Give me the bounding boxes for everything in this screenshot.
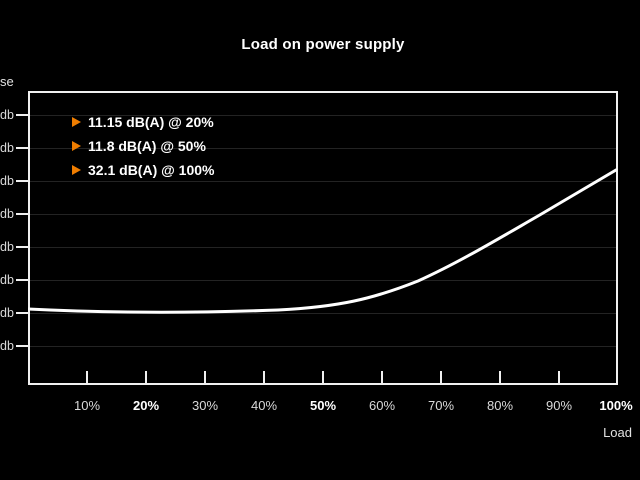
- x-tick-label-60: 60%: [368, 398, 396, 413]
- triangle-bullet-icon: [72, 141, 81, 151]
- x-tick-60: [381, 371, 383, 383]
- y-tick: [16, 147, 28, 149]
- gridline: [30, 214, 616, 215]
- gridline: [30, 280, 616, 281]
- y-tick: [16, 114, 28, 116]
- y-tick: [16, 312, 28, 314]
- x-tick-90: [558, 371, 560, 383]
- gridline: [30, 181, 616, 182]
- gridline: [30, 346, 616, 347]
- gridline: [30, 148, 616, 149]
- y-axis-title-cutoff: se: [0, 74, 14, 89]
- gridline: [30, 313, 616, 314]
- triangle-bullet-icon: [72, 165, 81, 175]
- x-tick-40: [263, 371, 265, 383]
- legend: 11.15 dB(A) @ 20% 11.8 dB(A) @ 50% 32.1 …: [72, 110, 214, 182]
- x-tick-30: [204, 371, 206, 383]
- legend-item: 11.8 dB(A) @ 50%: [72, 134, 214, 158]
- y-tick-label: db: [0, 174, 14, 188]
- y-tick-label: db: [0, 273, 14, 287]
- y-tick: [16, 246, 28, 248]
- gridline: [30, 115, 616, 116]
- y-tick: [16, 213, 28, 215]
- x-tick-label-80: 80%: [486, 398, 514, 413]
- y-tick-label: db: [0, 240, 14, 254]
- y-tick-label: db: [0, 207, 14, 221]
- x-tick-70: [440, 371, 442, 383]
- triangle-bullet-icon: [72, 117, 81, 127]
- y-tick: [16, 345, 28, 347]
- y-tick: [16, 279, 28, 281]
- x-tick-20: [145, 371, 147, 383]
- x-tick-label-30: 30%: [191, 398, 219, 413]
- legend-item: 11.15 dB(A) @ 20%: [72, 110, 214, 134]
- x-tick-label-90: 90%: [545, 398, 573, 413]
- y-tick-label: db: [0, 306, 14, 320]
- legend-item-label: 32.1 dB(A) @ 100%: [88, 162, 215, 178]
- y-tick-label: db: [0, 108, 14, 122]
- legend-item-label: 11.8 dB(A) @ 50%: [88, 138, 206, 154]
- legend-item-label: 11.15 dB(A) @ 20%: [88, 114, 214, 130]
- noise-curve: [28, 168, 618, 314]
- x-tick-50: [322, 371, 324, 383]
- x-tick-label-10: 10%: [73, 398, 101, 413]
- y-tick-label: db: [0, 339, 14, 353]
- y-tick: [16, 180, 28, 182]
- gridline: [30, 247, 616, 248]
- x-tick-label-50: 50%: [309, 398, 337, 413]
- plot-area: [28, 91, 618, 385]
- y-tick-label: db: [0, 141, 14, 155]
- chart-title: Load on power supply: [241, 36, 405, 53]
- x-tick-10: [86, 371, 88, 383]
- x-tick-label-20: 20%: [132, 398, 160, 413]
- x-tick-80: [499, 371, 501, 383]
- x-axis-title: Load: [603, 425, 632, 440]
- legend-item: 32.1 dB(A) @ 100%: [72, 158, 214, 182]
- x-tick-label-70: 70%: [427, 398, 455, 413]
- x-tick-label-100: 100%: [599, 398, 633, 413]
- x-tick-label-40: 40%: [250, 398, 278, 413]
